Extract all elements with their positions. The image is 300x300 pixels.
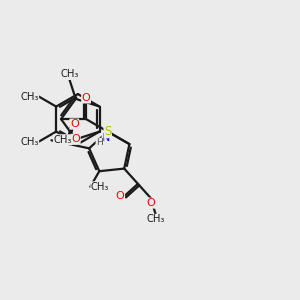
Text: CH₃: CH₃ bbox=[61, 70, 79, 80]
Text: H: H bbox=[96, 138, 103, 147]
Text: O: O bbox=[146, 198, 155, 208]
Text: CH₃: CH₃ bbox=[53, 135, 72, 145]
Text: CH₃: CH₃ bbox=[20, 136, 39, 147]
Text: CH₃: CH₃ bbox=[20, 92, 39, 102]
Text: CH₃: CH₃ bbox=[146, 214, 165, 224]
Text: CH₃: CH₃ bbox=[91, 182, 109, 192]
Text: O: O bbox=[70, 119, 79, 129]
Text: O: O bbox=[116, 191, 124, 201]
Text: O: O bbox=[71, 134, 80, 144]
Text: O: O bbox=[82, 93, 90, 103]
Text: N: N bbox=[102, 133, 110, 143]
Text: S: S bbox=[104, 124, 111, 137]
